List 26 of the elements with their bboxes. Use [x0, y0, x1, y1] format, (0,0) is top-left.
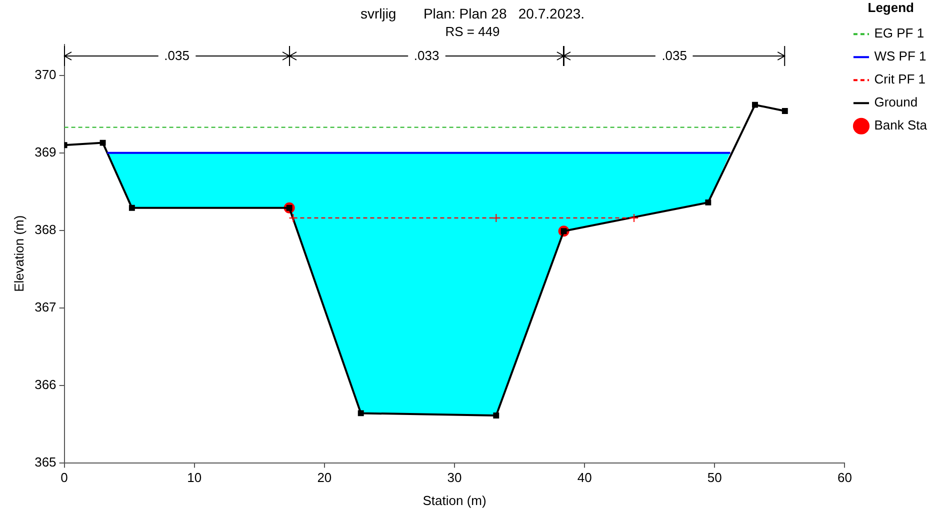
x-tick-label: 0 [60, 470, 68, 486]
y-tick-label: 368 [34, 222, 56, 237]
y-tick-label: 366 [34, 376, 56, 392]
x-tick-label: 40 [577, 470, 592, 486]
annotation: .035 [662, 48, 687, 63]
x-axis-title: Station (m) [422, 492, 486, 508]
legend-label: Bank Sta [874, 118, 928, 133]
x-tick-label: 30 [447, 470, 462, 486]
chart-title: svrljig Plan: Plan 28 20.7.2023. [360, 5, 585, 22]
legend-title: Legend [868, 0, 914, 16]
chart-subtitle: RS = 449 [445, 24, 500, 40]
y-tick-label: 370 [34, 66, 56, 82]
legend-label: Crit PF 1 [874, 72, 926, 87]
x-tick-label: 10 [187, 470, 202, 486]
x-tick-label: 50 [707, 470, 722, 486]
legend-label: EG PF 1 [874, 26, 924, 41]
annotation: .033 [414, 48, 440, 63]
y-tick-label: 365 [34, 454, 56, 470]
annotation: .035 [164, 48, 190, 63]
legend-label: Ground [874, 94, 918, 110]
legend-label: WS PF 1 [874, 48, 926, 64]
x-tick-label: 60 [838, 470, 852, 486]
x-tick-label: 20 [317, 470, 332, 486]
y-tick-label: 367 [34, 299, 56, 314]
y-tick-label: 369 [34, 144, 56, 160]
y-axis-title: Elevation (m) [11, 215, 26, 292]
